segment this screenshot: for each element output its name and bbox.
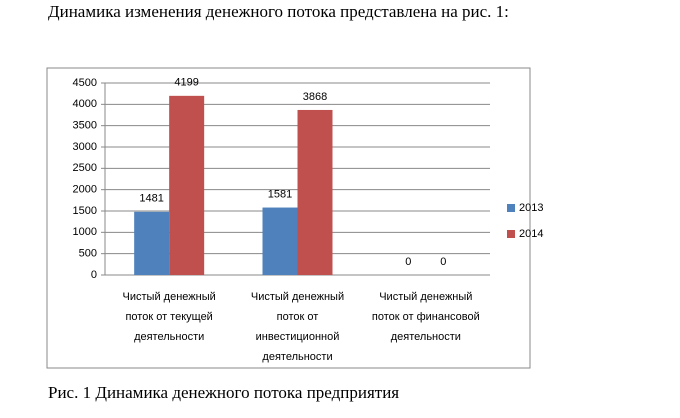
data-label: 4199 <box>174 77 198 89</box>
y-tick-label: 500 <box>79 248 97 260</box>
data-label: 0 <box>440 256 446 268</box>
data-label: 3868 <box>303 91 327 103</box>
bar <box>169 95 205 275</box>
data-label: 1481 <box>139 193 163 205</box>
caption: Рис. 1 Динамика денежного потока предпри… <box>48 383 400 402</box>
chart-frame <box>46 67 531 369</box>
x-tick-label: Чистый денежный поток от финансовой деят… <box>371 291 480 343</box>
legend-label: 2013 <box>519 202 543 214</box>
y-tick-label: 2500 <box>73 162 97 174</box>
y-tick-label: 0 <box>91 269 97 281</box>
legend-label: 2014 <box>519 228 543 240</box>
bar <box>134 211 170 275</box>
data-label: 1581 <box>268 188 292 200</box>
legend-swatch <box>507 230 515 238</box>
y-tick-label: 3000 <box>73 141 97 153</box>
heading: Динамика изменения денежного потока пред… <box>48 2 509 21</box>
y-tick-label: 4000 <box>73 98 97 110</box>
data-label: 0 <box>405 256 411 268</box>
y-tick-label: 4500 <box>73 77 97 89</box>
legend-swatch <box>507 204 515 212</box>
bar <box>262 207 298 275</box>
bar <box>297 109 333 275</box>
x-tick-label: Чистый денежный поток от текущей деятель… <box>122 291 216 343</box>
x-tick-label: Чистый денежный поток от инвестиционной … <box>250 291 345 363</box>
y-tick-label: 3500 <box>73 120 97 132</box>
y-tick-label: 1500 <box>73 205 97 217</box>
y-tick-label: 2000 <box>73 184 97 196</box>
y-tick-label: 1000 <box>73 226 97 238</box>
